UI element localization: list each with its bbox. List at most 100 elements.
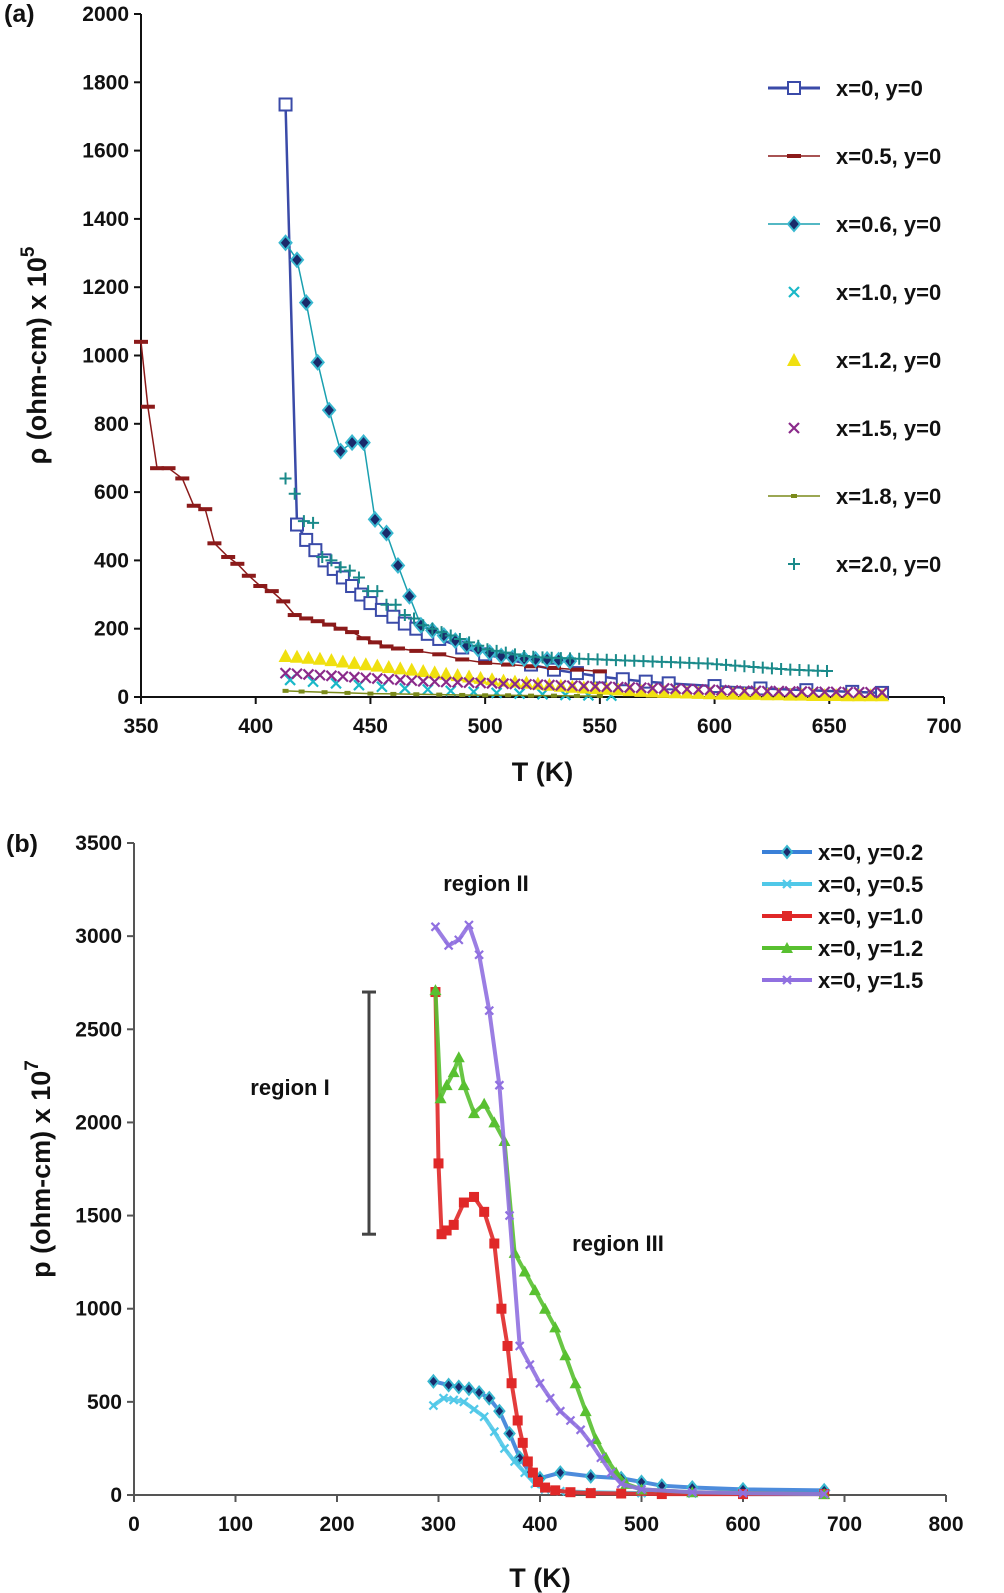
legend-item: x=1.5, y=0 [788, 416, 941, 441]
y-tick-label: 600 [94, 481, 129, 504]
data-point [553, 1465, 567, 1481]
data-point [335, 654, 350, 668]
data-point [433, 1158, 444, 1169]
legend-label: x=0, y=1.0 [818, 904, 923, 929]
data-point [394, 674, 407, 686]
data-point [748, 686, 763, 700]
data-point [438, 1393, 449, 1403]
data-point [435, 626, 448, 639]
y-tick-label: 1000 [82, 345, 129, 368]
data-point [535, 1378, 545, 1389]
data-point [496, 1303, 507, 1314]
data-point [452, 1379, 466, 1395]
x-tick-label: 700 [827, 1513, 862, 1536]
legend-marker [788, 286, 800, 298]
data-point [559, 1349, 572, 1361]
legend: x=0, y=0 x=0.5, y=0 x=0.6, y=0 x=1.0, y=0 x=… [768, 76, 941, 577]
data-point [278, 649, 293, 663]
y-tick-label: 2000 [82, 3, 129, 26]
data-point [452, 1051, 465, 1063]
data-point [356, 434, 371, 452]
x-tick-label: 400 [522, 1513, 557, 1536]
data-point [371, 672, 384, 685]
data-point [447, 1066, 460, 1078]
data-point [298, 294, 314, 312]
data-point [390, 556, 406, 575]
data-point [478, 1097, 491, 1109]
legend-item: x=1.8, y=0 [768, 484, 941, 509]
data-point [509, 1456, 520, 1467]
data-point [505, 649, 520, 667]
data-point [451, 676, 464, 689]
data-point [496, 673, 511, 687]
data-point [427, 1373, 440, 1389]
data-point [622, 683, 637, 697]
x-tick-label: 500 [624, 1513, 659, 1536]
legend-item: x=0, y=1.2 [762, 936, 923, 961]
y-tick-label: 400 [94, 549, 129, 572]
data-point [600, 680, 613, 693]
data-point [308, 543, 323, 558]
data-point [468, 1107, 481, 1119]
data-point [645, 684, 660, 698]
data-point [738, 1488, 748, 1498]
x-axis-title: T (K) [509, 1563, 570, 1593]
data-point [288, 487, 301, 500]
data-point [807, 686, 820, 698]
legend-item: x=0, y=1.5 [762, 968, 923, 993]
y-tick-label: 2500 [75, 1018, 122, 1041]
data-point [408, 612, 421, 625]
data-point [282, 688, 289, 693]
data-point [634, 683, 649, 697]
data-point [575, 1425, 586, 1435]
legend-item: x=0, y=0.5 [762, 872, 923, 897]
y-tick-label: 1800 [82, 71, 129, 94]
data-point [527, 1467, 538, 1478]
data-point [469, 1404, 479, 1415]
data-point [440, 1079, 453, 1091]
data-point [290, 649, 305, 663]
x-tick-label: 300 [421, 1513, 456, 1536]
data-point [669, 683, 682, 695]
data-point [402, 587, 417, 605]
data-point [474, 677, 487, 689]
x-tick-label: 700 [926, 715, 961, 738]
y-tick-label: 0 [110, 1484, 122, 1507]
data-point [321, 401, 337, 419]
x-axis-title: T (K) [512, 757, 573, 787]
data-point [450, 668, 465, 682]
y-tick-label: 1400 [82, 208, 129, 231]
data-point [519, 675, 534, 689]
data-point [841, 686, 854, 698]
data-point [472, 1384, 486, 1401]
data-point [549, 1321, 562, 1333]
data-point [479, 1206, 490, 1217]
data-point [715, 684, 728, 696]
legend-marker [781, 942, 793, 953]
data-point [474, 949, 484, 960]
data-point [442, 1377, 455, 1393]
panel-label: (a) [4, 0, 35, 28]
legend-marker [782, 975, 792, 985]
data-point [310, 353, 325, 371]
data-point [680, 685, 695, 699]
data-point [506, 1378, 517, 1389]
data-point [539, 1302, 552, 1314]
data-point [472, 639, 485, 652]
data-point [488, 1116, 501, 1128]
data-point [585, 1488, 596, 1499]
data-point [484, 1005, 495, 1016]
panel-a-chart: 0 200 400 600 800 1000 1200 1400 1600 1800 2000 350… [4, 0, 962, 787]
data-point [773, 685, 785, 697]
data-point [750, 685, 762, 697]
data-point [279, 667, 292, 679]
data-point [370, 658, 385, 672]
legend-item: x=0.5, y=0 [768, 144, 941, 169]
data-point [623, 681, 636, 694]
data-point [585, 1438, 596, 1448]
legend-label: x=0, y=0.2 [818, 840, 923, 865]
data-point [398, 609, 411, 622]
data-point [482, 1390, 496, 1406]
data-point [367, 691, 374, 696]
y-tick-label: 500 [87, 1391, 122, 1414]
